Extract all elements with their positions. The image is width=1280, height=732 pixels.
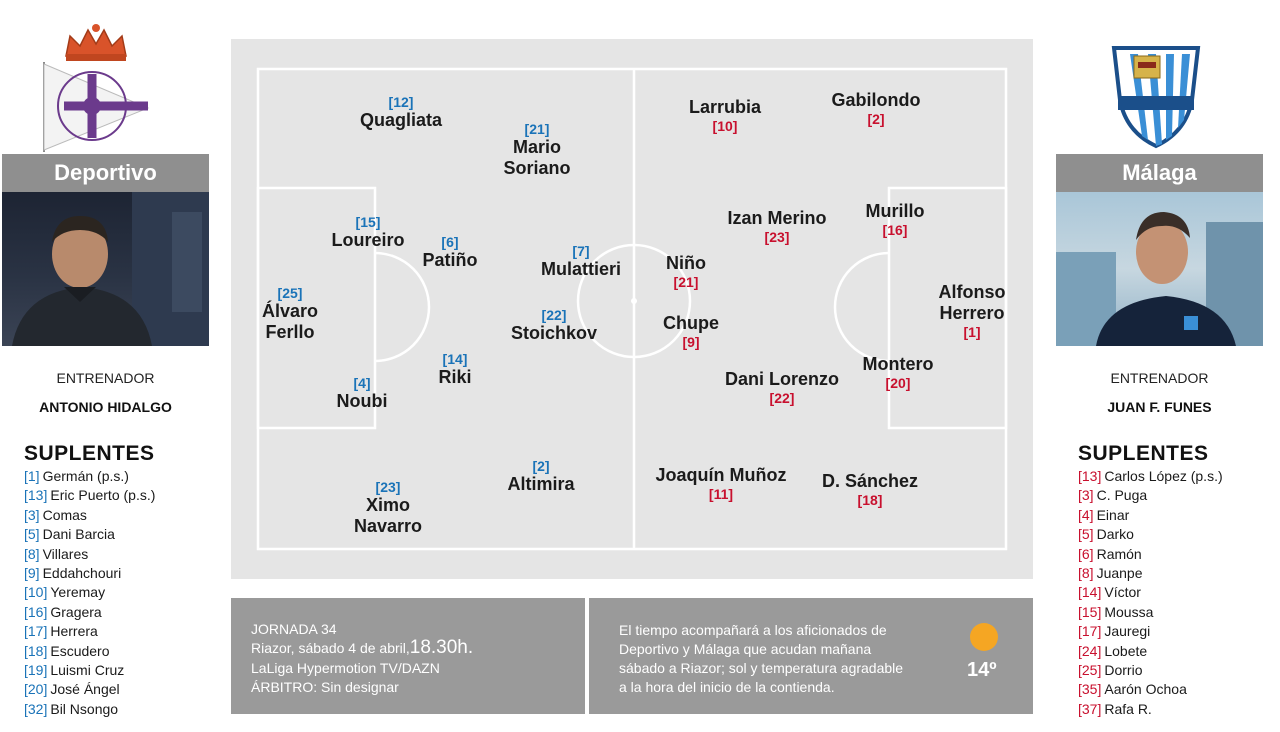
home-coach-photo <box>2 192 209 346</box>
sub-item: [32] Bil Nsongo <box>24 700 119 717</box>
sub-item: [24] Lobete <box>1078 642 1148 659</box>
sub-item: [5] Darko <box>1078 526 1134 543</box>
sub-item: [13] Carlos López (p.s.) <box>1078 468 1223 484</box>
sub-item: [3] C. Puga <box>1078 487 1148 504</box>
sub-item: [37] Rafa R. <box>1078 700 1152 717</box>
home-player: [25] Álvaro Ferllo <box>261 285 319 342</box>
away-player: Niño [21] <box>666 253 706 290</box>
home-player: [14] Riki <box>438 351 472 387</box>
away-player: Gabilondo [2] <box>831 90 921 127</box>
deportivo-crest <box>38 18 154 154</box>
home-coach-label: ENTRENADOR <box>56 370 155 386</box>
away-player: Izan Merino [23] <box>727 208 827 245</box>
sub-item: [19] Luismi Cruz <box>24 662 125 679</box>
home-player: [23] Ximo Navarro <box>353 479 423 536</box>
match-venue-date: Riazor, sábado 4 de abril,18.30h. <box>251 637 474 658</box>
away-player: Alfonso Herrero [1] <box>938 282 1006 340</box>
sub-item: [25] Dorrio <box>1078 662 1143 679</box>
sun-icon <box>970 623 998 651</box>
sub-item: [35] Aarón Ochoa <box>1078 681 1187 698</box>
match-referee: ÁRBITRO: Sin designar <box>251 679 399 695</box>
home-player: [6] Patiño <box>422 234 478 270</box>
home-subs-list: [1] Germán (p.s.) [13] Eric Puerto (p.s.) … <box>24 467 155 719</box>
away-player: Dani Lorenzo [22] <box>724 369 840 406</box>
home-player: [2] Altimira <box>507 458 575 494</box>
malaga-crest <box>1108 40 1204 150</box>
home-player: [12] Quagliata <box>359 94 443 130</box>
match-tv: LaLiga Hypermotion TV/DAZN <box>251 660 440 676</box>
sub-item: [10] Yeremay <box>24 584 106 601</box>
weather-panel: El tiempo acompañará a los aficionados d… <box>589 598 1033 714</box>
away-subs-list: [13] Carlos López (p.s.) [3] C. Puga [4] Ei… <box>1078 467 1223 719</box>
sub-item: [15] Moussa <box>1078 603 1154 620</box>
sub-item: [18] Escudero <box>24 642 110 659</box>
away-team-name: Málaga <box>1056 154 1263 192</box>
home-player: [4] Noubi <box>336 375 388 411</box>
away-subs-title: SUPLENTES <box>1078 442 1209 465</box>
away-player: Joaquín Muñoz [11] <box>655 465 787 502</box>
pitch-lines <box>256 67 1008 551</box>
sub-item: [5] Dani Barcia <box>24 526 115 543</box>
away-coach-name: JUAN F. FUNES <box>1107 399 1212 415</box>
weather-text: El tiempo acompañará a los aficionados d… <box>619 622 904 695</box>
home-player: [21] Mario Soriano <box>503 121 571 178</box>
home-player: [22] Stoichkov <box>510 307 598 343</box>
sub-item: [6] Ramón <box>1078 545 1142 562</box>
home-team-name: Deportivo <box>2 154 209 192</box>
sub-item: [9] Eddahchouri <box>24 565 122 582</box>
sub-item: [13] Eric Puerto (p.s.) <box>24 487 156 504</box>
away-coach-label: ENTRENADOR <box>1110 370 1209 386</box>
sub-item: [1] Germán (p.s.) <box>24 468 129 484</box>
home-coach-name: ANTONIO HIDALGO <box>39 399 172 415</box>
sub-item: [3] Comas <box>24 506 87 523</box>
match-time: 18.30h. <box>409 637 474 658</box>
away-coach-photo <box>1056 192 1263 346</box>
weather-temp: 14º <box>967 659 997 681</box>
home-subs-title: SUPLENTES <box>24 442 155 465</box>
sub-item: [8] Villares <box>24 545 89 562</box>
sub-item: [8] Juanpe <box>1078 565 1143 582</box>
away-player: Chupe [9] <box>663 313 719 350</box>
pitch <box>231 39 1033 579</box>
sub-item: [4] Einar <box>1078 506 1130 523</box>
away-player: Murillo [16] <box>865 201 925 238</box>
away-player: Montero [20] <box>862 354 934 391</box>
sub-item: [14] Víctor <box>1078 584 1141 601</box>
sub-item: [16] Gragera <box>24 603 102 620</box>
sub-item: [17] Jauregi <box>1078 623 1151 640</box>
away-player: D. Sánchez [18] <box>821 471 919 508</box>
sub-item: [20] José Ángel <box>24 681 120 698</box>
home-player: [7] Mulattieri <box>540 243 622 279</box>
match-info-panel: JORNADA 34 Riazor, sábado 4 de abril,18.… <box>231 598 585 714</box>
match-round: JORNADA 34 <box>251 621 337 637</box>
away-player: Larrubia [10] <box>688 97 762 134</box>
sub-item: [17] Herrera <box>24 623 98 640</box>
home-player: [15] Loureiro <box>331 214 405 250</box>
